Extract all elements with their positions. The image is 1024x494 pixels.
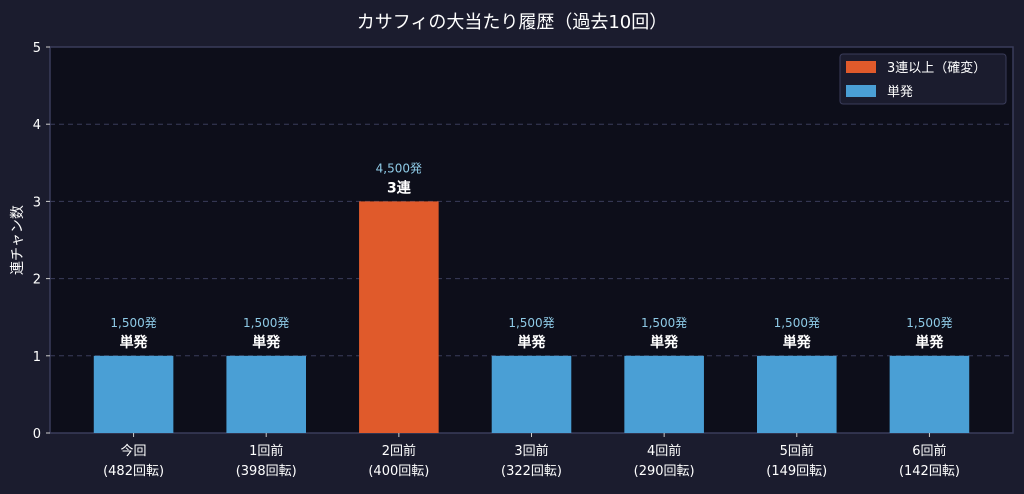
legend-swatch	[846, 85, 876, 97]
chart-title: カサフィの大当たり履歴（過去10回）	[357, 12, 668, 33]
x-tick-label: 今回	[121, 443, 147, 459]
x-tick-sublabel: (142回転)	[899, 464, 960, 479]
legend: 3連以上（確変） 単発	[839, 53, 1007, 105]
payout-label: 1,500発	[641, 316, 687, 330]
x-tick-sublabel: (149回転)	[766, 464, 827, 479]
bar	[624, 355, 704, 433]
bar-label: 単発	[915, 334, 944, 351]
x-tick-label: 4回前	[647, 443, 681, 459]
payout-label: 1,500発	[906, 316, 952, 330]
x-tick-sublabel: (290回転)	[634, 464, 695, 479]
bar	[226, 355, 307, 433]
bar	[889, 355, 970, 433]
legend-label: 単発	[887, 84, 913, 100]
y-tick-label: 2	[33, 273, 41, 288]
y-tick-label: 1	[33, 350, 41, 365]
payout-label: 1,500発	[243, 316, 289, 330]
x-tick-sublabel: (482回転)	[103, 464, 164, 479]
payout-label: 1,500発	[110, 316, 156, 330]
bar	[359, 201, 439, 433]
x-tick-sublabel: (400回転)	[368, 464, 429, 479]
x-tick-label: 6回前	[912, 443, 946, 459]
y-tick-label: 5	[33, 41, 41, 56]
bar-label: 単発	[650, 334, 679, 351]
y-tick-label: 4	[33, 118, 41, 133]
bar-label: 単発	[252, 334, 281, 351]
y-tick-label: 0	[33, 427, 41, 442]
x-tick-label: 5回前	[780, 443, 814, 459]
bar	[93, 355, 174, 433]
x-tick-sublabel: (398回転)	[236, 464, 297, 479]
x-tick-label: 1回前	[249, 443, 283, 459]
bar	[491, 355, 572, 433]
y-tick-label: 3	[33, 195, 41, 210]
payout-label: 4,500発	[376, 161, 422, 175]
bar-label: 単発	[120, 334, 149, 351]
y-axis-label: 連チャン数	[10, 205, 26, 275]
x-tick-label: 2回前	[382, 443, 416, 459]
legend-box	[839, 53, 1007, 105]
bar-label: 3連	[387, 179, 412, 196]
legend-label: 3連以上（確変）	[887, 60, 986, 76]
x-tick-label: 3回前	[514, 443, 548, 459]
legend-swatch	[846, 61, 876, 73]
bar-label: 単発	[518, 334, 547, 351]
payout-label: 1,500発	[508, 316, 554, 330]
bar	[756, 355, 837, 433]
x-tick-sublabel: (322回転)	[501, 464, 562, 479]
bar-label: 単発	[783, 334, 812, 351]
payout-label: 1,500発	[774, 316, 820, 330]
